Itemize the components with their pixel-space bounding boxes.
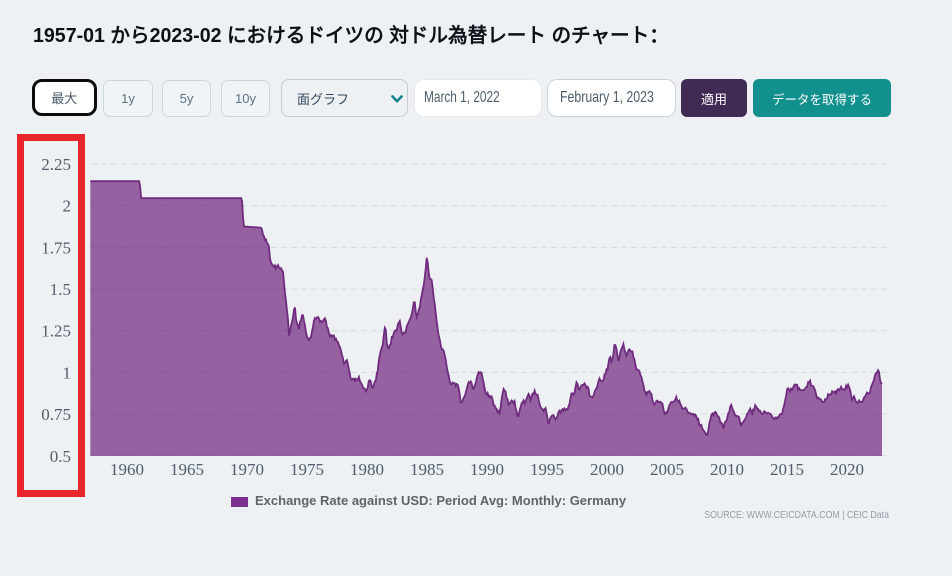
svg-text:1985: 1985 [410,460,444,479]
svg-text:2005: 2005 [650,460,684,479]
svg-text:1975: 1975 [290,460,324,479]
svg-text:2000: 2000 [590,460,624,479]
svg-text:1960: 1960 [110,460,144,479]
svg-text:0.5: 0.5 [50,447,71,466]
svg-text:1990: 1990 [470,460,504,479]
svg-text:0.75: 0.75 [41,405,71,424]
svg-text:1.25: 1.25 [41,322,71,341]
svg-text:2.25: 2.25 [41,155,71,174]
svg-text:2015: 2015 [770,460,804,479]
svg-text:1970: 1970 [230,460,264,479]
svg-text:1.75: 1.75 [41,238,71,257]
svg-text:2020: 2020 [830,460,864,479]
svg-text:1995: 1995 [530,460,564,479]
svg-text:1: 1 [63,363,72,382]
svg-text:1.5: 1.5 [50,280,71,299]
svg-text:2010: 2010 [710,460,744,479]
svg-text:2: 2 [63,197,72,216]
svg-text:1980: 1980 [350,460,384,479]
svg-text:1965: 1965 [170,460,204,479]
